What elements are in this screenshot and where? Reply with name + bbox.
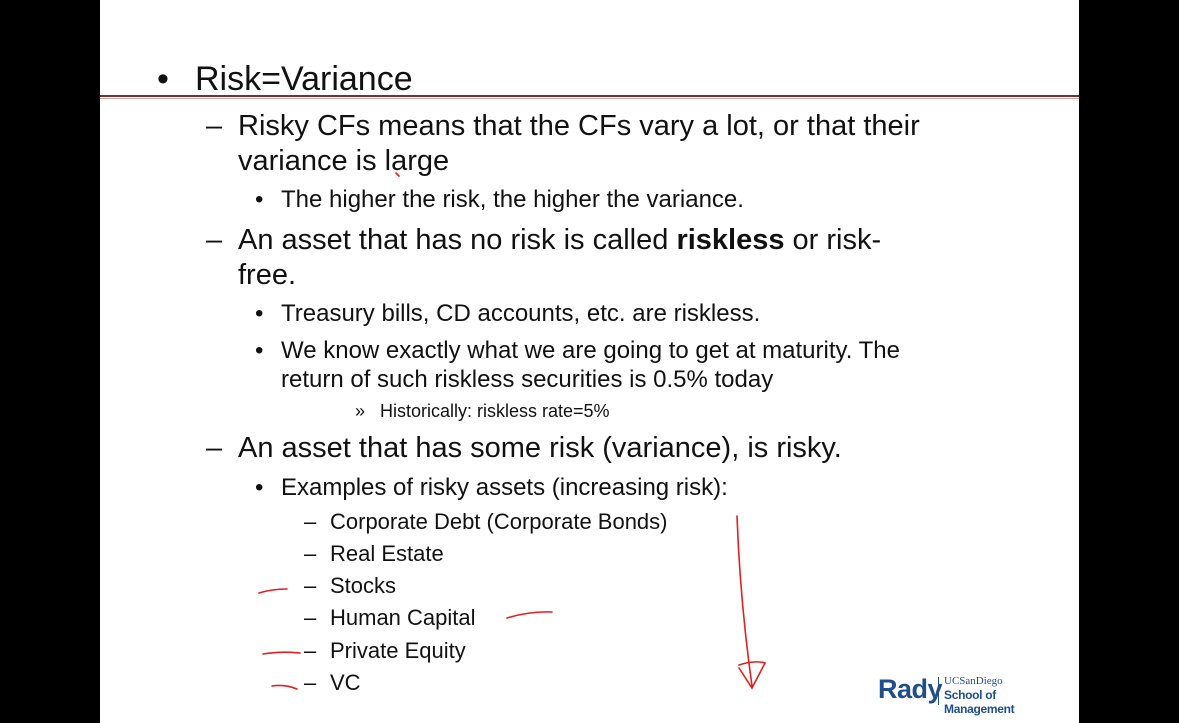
item2-sub2-line2: return of such riskless securities is 0.…	[281, 366, 774, 393]
list-item: Stocks	[330, 573, 397, 598]
item2-post: or risk-	[784, 224, 882, 256]
tick-mark	[395, 172, 400, 177]
item2-line1: An asset that has no risk is called risk…	[238, 226, 881, 255]
list-item: VC	[330, 670, 361, 695]
item1-sub1: The higher the risk, the higher the vari…	[281, 186, 744, 213]
list-dash: –	[304, 541, 317, 566]
dash-bullet: –	[206, 432, 223, 464]
riskless-term: riskless	[676, 224, 785, 256]
ucsd-wordmark: UCSanDiego	[944, 675, 1003, 687]
pen-annotations	[258, 172, 767, 690]
sub-bullet: •	[255, 474, 264, 501]
rady-wordmark: Rady	[878, 674, 943, 704]
dash-bullet: –	[206, 110, 223, 142]
item2-sub2-line1: We know exactly what we are going to get…	[281, 337, 900, 364]
sub-bullet: •	[255, 300, 264, 327]
list-dash: –	[304, 573, 317, 598]
list-item: Private Equity	[330, 638, 466, 663]
item3-sub1: Examples of risky assets (increasing ris…	[281, 474, 728, 501]
item2-line2: free.	[238, 259, 297, 291]
increasing-risk-arrow	[736, 515, 753, 687]
title-rule-shadow	[100, 98, 1079, 99]
list-dash: –	[304, 605, 317, 630]
sub-bullet: •	[255, 186, 264, 213]
dash-bullet: –	[206, 224, 223, 256]
list-dash: –	[304, 670, 317, 695]
item1-line1: Risky CFs means that the CFs vary a lot,…	[238, 110, 920, 142]
list-dash: –	[304, 638, 317, 663]
item2-pre: An asset that has no risk is called	[238, 224, 677, 256]
raquo-bullet: »	[355, 401, 366, 421]
list-item: Human Capital	[330, 605, 476, 630]
list-item: Corporate Debt (Corporate Bonds)	[330, 509, 668, 534]
stocks-mark	[258, 588, 288, 594]
vc-mark	[271, 684, 298, 690]
title-bullet: •	[157, 60, 169, 98]
logo-divider	[938, 677, 939, 705]
human-capital-mark	[506, 611, 553, 619]
item2-sub2-note: Historically: riskless rate=5%	[380, 401, 610, 421]
private-equity-mark	[262, 651, 301, 655]
list-dash: –	[304, 509, 317, 534]
item3: An asset that has some risk (variance), …	[238, 432, 842, 464]
item1-line2: variance is large	[238, 145, 450, 177]
list-item: Real Estate	[330, 541, 444, 566]
sub-bullet: •	[255, 337, 264, 364]
slide: • Risk=Variance – Risky CFs means that t…	[100, 0, 1079, 723]
item2-sub1: Treasury bills, CD accounts, etc. are ri…	[281, 300, 761, 327]
arrow-head	[738, 661, 767, 690]
title-rule	[100, 95, 1079, 97]
school-name: School of Management	[944, 688, 1015, 716]
slide-title: Risk=Variance	[195, 60, 413, 98]
